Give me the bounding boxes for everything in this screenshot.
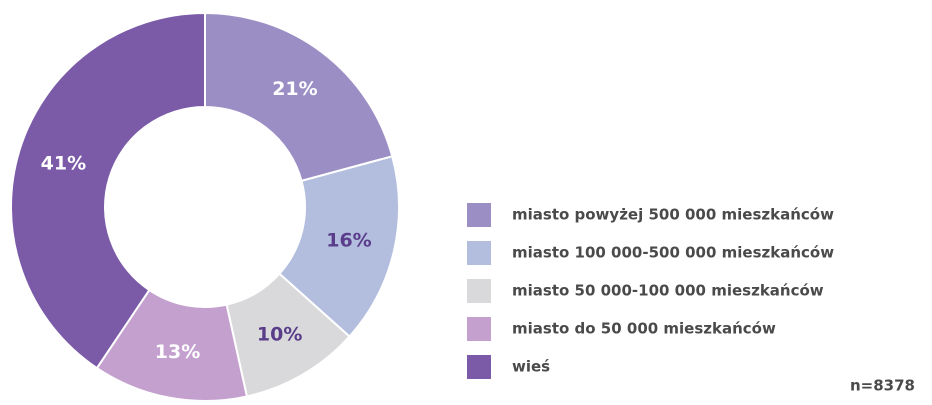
data-label: 16% — [326, 230, 371, 252]
donut-segment — [278, 155, 400, 338]
data-label: 10% — [257, 323, 302, 345]
legend-label: wieś — [512, 358, 550, 376]
legend-label: miasto 100 000-500 000 mieszkańców — [512, 244, 834, 262]
data-label: 21% — [272, 78, 317, 100]
legend-label: miasto 50 000-100 000 mieszkańców — [512, 282, 824, 300]
data-label: 41% — [41, 152, 86, 174]
legend-swatch — [467, 317, 491, 341]
legend-label: miasto powyżej 500 000 mieszkańców — [512, 206, 834, 224]
donut-segment — [204, 11, 394, 183]
legend-swatch — [467, 355, 491, 379]
legend-swatch — [467, 241, 491, 265]
donut-segment — [10, 11, 206, 370]
data-label: 13% — [155, 341, 200, 363]
note: n=8378 — [850, 377, 915, 395]
legend-swatch — [467, 203, 491, 227]
legend-swatch — [467, 279, 491, 303]
legend-label: miasto do 50 000 mieszkańców — [512, 320, 776, 338]
